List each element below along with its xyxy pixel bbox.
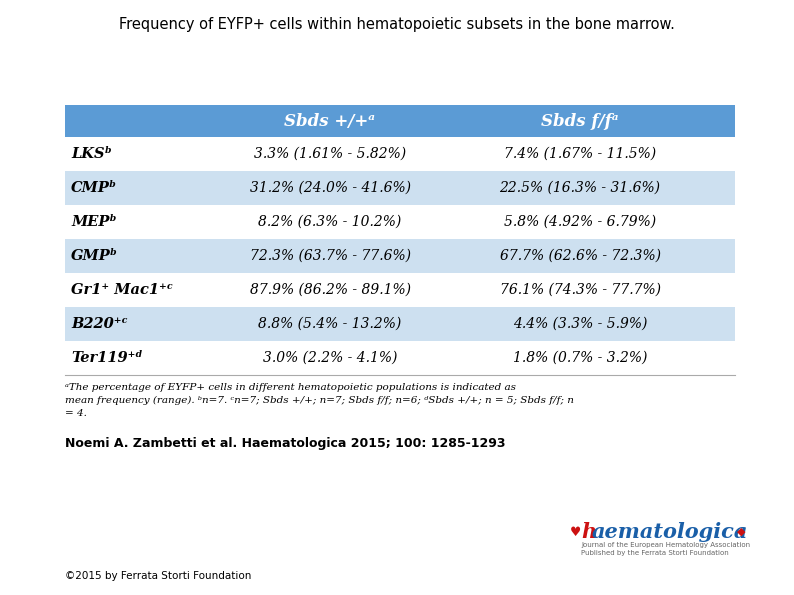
Text: 8.2% (6.3% - 10.2%): 8.2% (6.3% - 10.2%) (258, 215, 402, 229)
Text: ♥: ♥ (570, 525, 581, 538)
Text: = 4.: = 4. (65, 409, 87, 418)
Text: ◆: ◆ (737, 527, 746, 537)
Bar (65, 341, 735, 375)
Text: 1.8% (0.7% - 3.2%): 1.8% (0.7% - 3.2%) (513, 351, 647, 365)
Text: Sbds +/+ᵃ: Sbds +/+ᵃ (284, 112, 376, 130)
Text: Ter119⁺ᵈ: Ter119⁺ᵈ (71, 351, 143, 365)
Text: GMPᵇ: GMPᵇ (71, 249, 118, 263)
Text: 7.4% (1.67% - 11.5%): 7.4% (1.67% - 11.5%) (504, 147, 656, 161)
Text: ©2015 by Ferrata Storti Foundation: ©2015 by Ferrata Storti Foundation (65, 571, 252, 581)
Text: 87.9% (86.2% - 89.1%): 87.9% (86.2% - 89.1%) (249, 283, 410, 297)
Text: Frequency of EYFP+ cells within hematopoietic subsets in the bone marrow.: Frequency of EYFP+ cells within hematopo… (119, 17, 675, 32)
Text: Noemi A. Zambetti et al. Haematologica 2015; 100: 1285-1293: Noemi A. Zambetti et al. Haematologica 2… (65, 437, 506, 450)
Text: 76.1% (74.3% - 77.7%): 76.1% (74.3% - 77.7%) (499, 283, 661, 297)
Text: 67.7% (62.6% - 72.3%): 67.7% (62.6% - 72.3%) (499, 249, 661, 263)
Bar (65, 273, 735, 307)
Text: MEPᵇ: MEPᵇ (71, 215, 117, 229)
Text: 22.5% (16.3% - 31.6%): 22.5% (16.3% - 31.6%) (499, 181, 661, 195)
Text: B220⁺ᶜ: B220⁺ᶜ (71, 317, 128, 331)
Text: LKSᵇ: LKSᵇ (71, 147, 112, 161)
Bar (65, 205, 735, 239)
Text: Published by the Ferrata Storti Foundation: Published by the Ferrata Storti Foundati… (581, 550, 729, 556)
Text: 8.8% (5.4% - 13.2%): 8.8% (5.4% - 13.2%) (258, 317, 402, 331)
Text: 72.3% (63.7% - 77.6%): 72.3% (63.7% - 77.6%) (249, 249, 410, 263)
Text: Gr1⁺ Mac1⁺ᶜ: Gr1⁺ Mac1⁺ᶜ (71, 283, 173, 297)
Text: h: h (581, 522, 596, 542)
Bar (65, 137, 735, 171)
Bar (65, 239, 735, 273)
Bar (65, 171, 735, 205)
Text: 31.2% (24.0% - 41.6%): 31.2% (24.0% - 41.6%) (249, 181, 410, 195)
Text: 4.4% (3.3% - 5.9%): 4.4% (3.3% - 5.9%) (513, 317, 647, 331)
Text: CMPᵇ: CMPᵇ (71, 181, 118, 195)
Text: mean frequency (range). ᵇn=7. ᶜn=7; Sbds +/+; n=7; Sbds f/f; n=6; ᵈSbds +/+; n =: mean frequency (range). ᵇn=7. ᶜn=7; Sbds… (65, 396, 574, 405)
Text: Journal of the European Hematology Association: Journal of the European Hematology Assoc… (581, 542, 750, 548)
Text: 3.3% (1.61% - 5.82%): 3.3% (1.61% - 5.82%) (254, 147, 406, 161)
Text: aematologica: aematologica (592, 522, 749, 542)
Text: 3.0% (2.2% - 4.1%): 3.0% (2.2% - 4.1%) (263, 351, 397, 365)
Bar (65, 307, 735, 341)
Bar (65, 105, 735, 137)
Text: ᵃThe percentage of EYFP+ cells in different hematopoietic populations is indicat: ᵃThe percentage of EYFP+ cells in differ… (65, 383, 516, 392)
Text: 5.8% (4.92% - 6.79%): 5.8% (4.92% - 6.79%) (504, 215, 656, 229)
Text: Sbds f/fᵃ: Sbds f/fᵃ (542, 112, 619, 130)
